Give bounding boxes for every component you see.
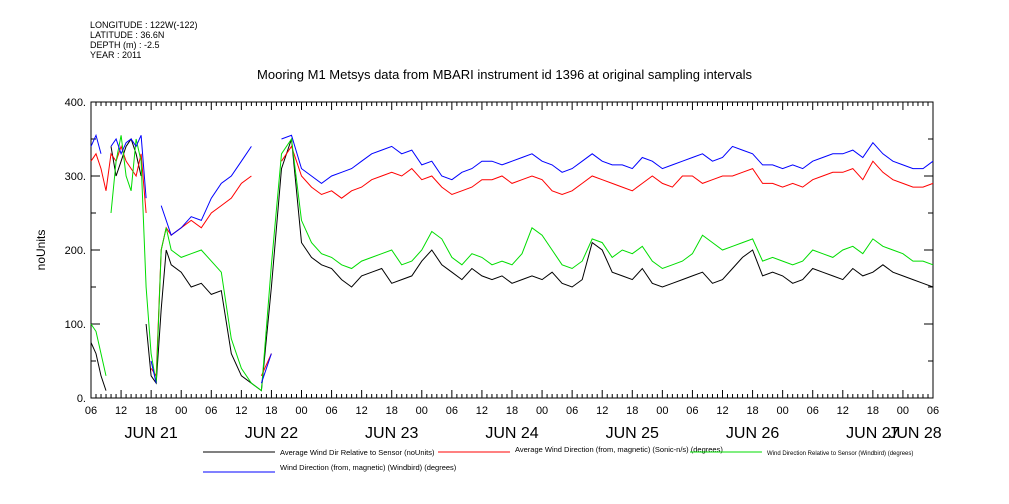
x-tick-label: 00 [897, 405, 909, 417]
day-label: JUN 23 [365, 425, 418, 442]
y-tick-label: 0. [77, 393, 86, 405]
legend-layer: Average Wind Dir Relative to Sensor (noU… [203, 445, 913, 473]
y-tick-label: 300. [65, 171, 86, 183]
series-line-2 [90, 135, 934, 392]
day-label: JUN 21 [124, 425, 177, 442]
x-tick-label: 00 [777, 405, 789, 417]
x-tick-label: 06 [566, 405, 578, 417]
year-text: YEAR : 2011 [90, 50, 142, 60]
longitude-text: LONGITUDE : 122W(-122) [90, 20, 198, 30]
x-tick-label: 12 [596, 405, 608, 417]
day-label: JUN 28 [888, 425, 941, 442]
x-tick-label: 18 [506, 405, 518, 417]
day-label: JUN 27 [846, 425, 899, 442]
x-tick-label: 18 [626, 405, 638, 417]
x-tick-label: 12 [356, 405, 368, 417]
axes-layer: 0. 100. 200. 300. 400. noUnits 06 12 18 00 06 12 18 0… [34, 97, 942, 442]
y-tick-label: 400. [65, 97, 86, 109]
x-tick-label: 06 [446, 405, 458, 417]
x-tick-label: 18 [386, 405, 398, 417]
y-tick-label: 200. [65, 245, 86, 257]
x-tick-label: 12 [235, 405, 247, 417]
plot-frame [90, 101, 934, 399]
legend-label-0: Average Wind Dir Relative to Sensor (noU… [280, 448, 435, 457]
metadata-block: LONGITUDE : 122W(-122) LATITUDE : 36.6N … [90, 20, 198, 60]
x-tick-label: 18 [867, 405, 879, 417]
x-tick-label: 06 [807, 405, 819, 417]
x-tick-label: 06 [686, 405, 698, 417]
series-line-1 [90, 144, 934, 378]
x-tick-label: 06 [205, 405, 217, 417]
day-label: JUN 22 [245, 425, 298, 442]
x-tick-label: 18 [265, 405, 277, 417]
x-tick-label: 00 [536, 405, 548, 417]
x-tick-label: 12 [716, 405, 728, 417]
x-tick-label: 00 [656, 405, 668, 417]
legend-label-1: Average Wind Direction (from, magnetic) … [515, 445, 723, 454]
x-tick-label: 06 [927, 405, 939, 417]
x-tick-label: 00 [295, 405, 307, 417]
x-tick-label: 00 [416, 405, 428, 417]
series-line-3 [90, 133, 934, 384]
depth-text: DEPTH (m) : -2.5 [90, 40, 160, 50]
x-tick-label: 12 [476, 405, 488, 417]
x-tick-label: 06 [325, 405, 337, 417]
x-tick-label: 00 [175, 405, 187, 417]
day-label: JUN 25 [606, 425, 659, 442]
x-tick-label: 12 [115, 405, 127, 417]
x-tick-label: 06 [85, 405, 97, 417]
x-tick-label: 12 [837, 405, 849, 417]
latitude-text: LATITUDE : 36.6N [90, 30, 165, 40]
legend-label-3: Wind Direction (from, magnetic) (Windbir… [280, 463, 457, 472]
legend-label-2: Wind Direction Relative to Sensor (Windb… [767, 451, 913, 457]
x-tick-label: 18 [746, 405, 758, 417]
x-tick-label: 18 [145, 405, 157, 417]
day-label: JUN 24 [485, 425, 538, 442]
day-label: JUN 26 [726, 425, 779, 442]
chart-title: Mooring M1 Metsys data from MBARI instru… [257, 67, 752, 82]
series-layer [90, 133, 934, 392]
y-axis-label: noUnits [34, 230, 48, 271]
y-tick-label: 100. [65, 319, 86, 331]
